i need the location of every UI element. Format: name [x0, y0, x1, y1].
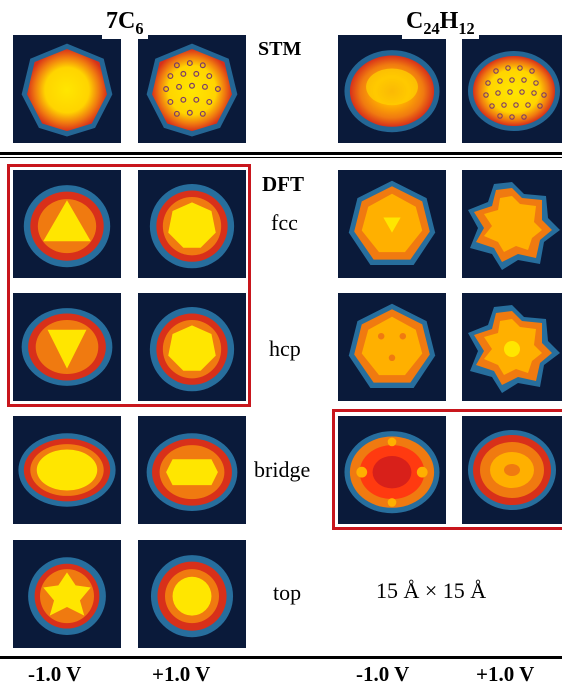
separator-top-thin [0, 157, 562, 158]
dft-7c6-top-pos-image [138, 540, 246, 648]
dft-c24h12-fcc-pos-image [462, 170, 562, 278]
dft-7c6-top-pos-density [150, 555, 234, 638]
separator-top [0, 152, 562, 155]
dft-7c6-fcc-neg-image [13, 170, 121, 278]
row-label-top: top [273, 580, 302, 605]
bias-label-3: -1.0 V [356, 662, 410, 686]
dft-7c6-hcp-neg-density [21, 308, 113, 386]
dft-c24h12-fcc-pos-density [468, 182, 560, 270]
dft-c24h12-hcp-pos-density [468, 305, 560, 393]
dft-c24h12-bridge-pos-image [462, 416, 562, 524]
dft-7c6-fcc-pos-density [149, 184, 235, 269]
dft-c24h12-bridge-pos-density [468, 430, 556, 510]
dft-7c6-bridge-pos-density [146, 433, 238, 512]
dft-7c6-fcc-neg-density [23, 185, 111, 268]
dft-7c6-bridge-neg-image [13, 416, 121, 524]
dft-c24h12-hcp-neg-image [338, 293, 446, 401]
dft-7c6-top-neg-image [13, 540, 121, 648]
dft-7c6-bridge-neg-density [18, 433, 116, 507]
bias-label-1: -1.0 V [28, 662, 82, 686]
dft-c24h12-fcc-neg-density [348, 180, 436, 266]
stm-c24h12-pos-image [462, 35, 562, 143]
highlight-frame-right [332, 409, 562, 530]
dft-7c6-top-neg-density [28, 557, 106, 636]
separator-bottom [0, 656, 562, 659]
stm-7c6-pos-density [146, 43, 238, 137]
dft-c24h12-bridge-neg-image [338, 416, 446, 524]
dft-7c6-hcp-pos-image [138, 293, 246, 401]
bias-label-2: +1.0 V [152, 662, 211, 686]
bias-label-4: +1.0 V [476, 662, 535, 686]
dft-7c6-fcc-pos-image [138, 170, 246, 278]
dft-c24h12-hcp-pos-image [462, 293, 562, 401]
dft-c24h12-hcp-neg-density [348, 303, 436, 389]
scale-label: 15 Å × 15 Å [376, 578, 487, 603]
dft-7c6-hcp-neg-image [13, 293, 121, 401]
dft-c24h12-fcc-neg-image [338, 170, 446, 278]
row-label-hcp: hcp [269, 336, 301, 361]
molecule-right-title: C24H12 [402, 8, 479, 39]
stm-c24h12-neg-image [338, 35, 446, 143]
dft-label: DFT [262, 172, 304, 196]
stm-c24h12-pos-density [468, 51, 560, 131]
stm-c24h12-neg-density [344, 50, 440, 133]
stm-7c6-neg-density [21, 43, 113, 137]
stm-7c6-neg-image [13, 35, 121, 143]
stm-label: STM [258, 38, 302, 60]
molecule-left-title: 7C6 [102, 8, 148, 39]
dft-7c6-hcp-pos-density [149, 307, 235, 392]
stm-7c6-pos-image [138, 35, 246, 143]
row-label-fcc: fcc [271, 210, 298, 235]
dft-c24h12-bridge-neg-density [344, 431, 440, 514]
dft-7c6-bridge-pos-image [138, 416, 246, 524]
row-label-bridge: bridge [254, 457, 311, 482]
highlight-frame-left [7, 164, 251, 407]
